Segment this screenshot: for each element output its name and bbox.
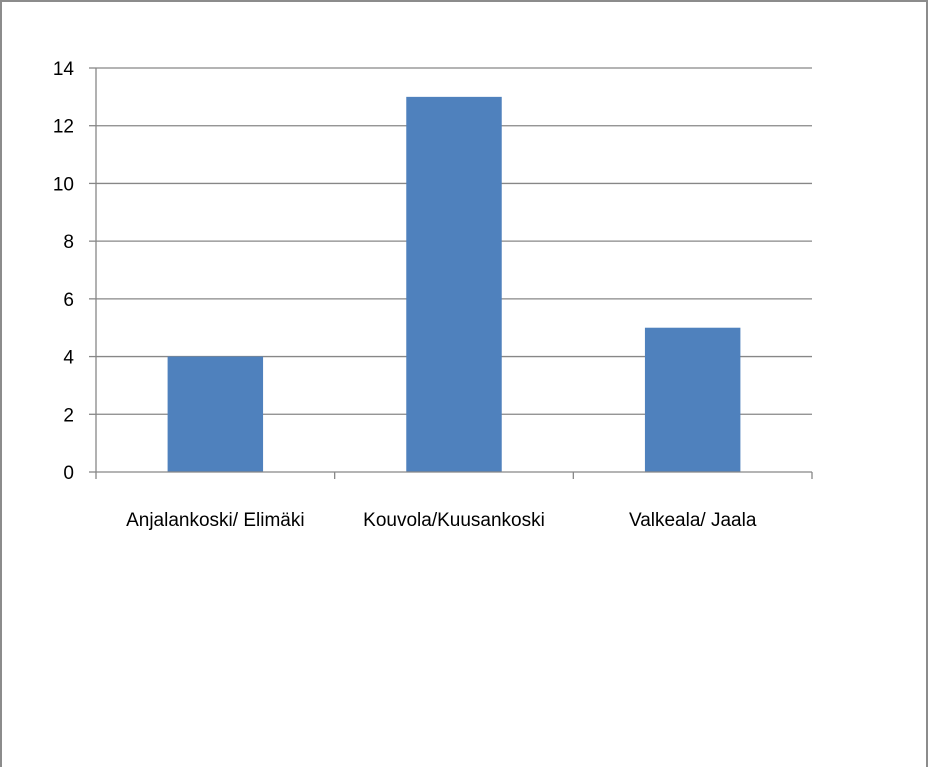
x-category-label-1: Anjalankoski/ Elimäki [126,510,304,531]
y-tick-label-8: 8 [63,232,74,253]
y-tick-labels: 0 2 4 6 8 10 12 14 [53,59,75,484]
y-tick-label-0: 0 [63,463,74,484]
y-tick-label-4: 4 [63,348,74,369]
y-tick-label-14: 14 [53,59,75,80]
y-tick-label-10: 10 [53,174,74,195]
y-tick-label-2: 2 [63,405,74,426]
y-tick-label-6: 6 [63,290,74,311]
y-tick-label-12: 12 [53,117,74,138]
bar-1 [167,356,264,472]
x-category-label-2: Kouvola/Kuusankoski [363,510,545,531]
x-tick-labels: Anjalankoski/ Elimäki Kouvola/Kuusankoski… [126,510,757,531]
x-category-label-3: Valkeala/ Jaala [629,510,757,531]
axes [89,67,813,479]
bars [167,96,741,472]
bar-3 [644,327,741,472]
bar-2 [406,96,502,472]
